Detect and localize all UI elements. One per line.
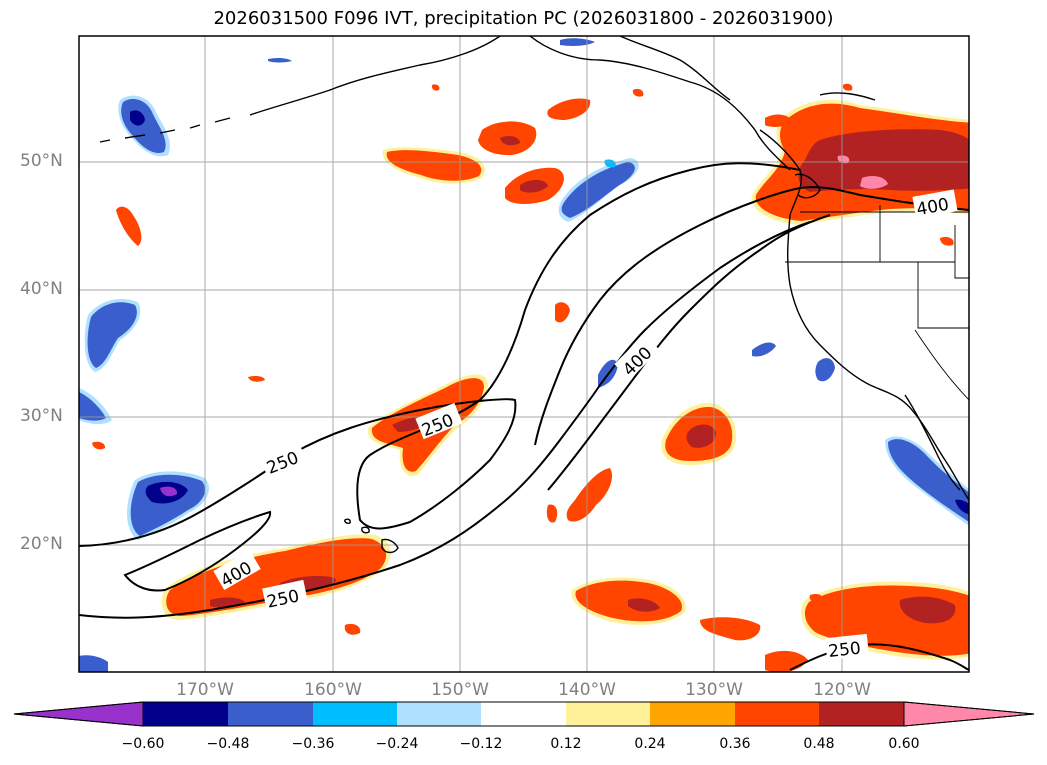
lon-label: 120°W <box>813 680 871 700</box>
positive-region <box>248 376 265 382</box>
lon-label: 150°W <box>431 680 489 700</box>
positive-region <box>116 206 142 246</box>
negative-region <box>560 38 595 46</box>
negative-region <box>268 57 292 63</box>
colorbar-tick-label: 0.12 <box>550 736 582 752</box>
colorbar-segment <box>481 702 566 726</box>
coastlines <box>99 36 969 554</box>
colorbar-tick-label: 0.36 <box>719 736 751 752</box>
colorbar-segment <box>397 702 481 726</box>
positive-region <box>842 83 853 91</box>
positive-region <box>628 598 660 612</box>
colorbar-segment <box>819 702 904 726</box>
colorbar-segment <box>143 702 228 726</box>
lat-label: 40°N <box>20 279 63 299</box>
ivt-contour-400-upper <box>534 186 969 446</box>
positive-region <box>546 504 558 523</box>
lon-label: 140°W <box>558 680 616 700</box>
colorbar-segment <box>735 702 819 726</box>
colorbar-tick-label: −0.24 <box>375 736 419 752</box>
positive-region <box>765 114 792 127</box>
positive-region <box>632 88 644 97</box>
negative-region <box>79 655 108 672</box>
precip-negative-regions <box>79 38 969 672</box>
positive-region <box>344 623 361 635</box>
contour-label: 250 <box>827 639 861 662</box>
positive-region <box>798 129 969 192</box>
positive-region <box>686 424 716 448</box>
map-frame <box>78 35 970 673</box>
ivt-contours <box>79 162 969 671</box>
negative-region <box>752 342 776 357</box>
negative-region <box>79 392 106 421</box>
lat-label: 20°N <box>20 534 63 554</box>
positive-region <box>555 302 570 323</box>
positive-region <box>520 179 548 193</box>
colorbar-outline <box>13 701 1035 727</box>
colorbar-segment <box>313 702 397 726</box>
positive-region <box>860 176 888 189</box>
colorbar-tick-label: 0.24 <box>634 736 666 752</box>
lat-label: 50°N <box>20 151 63 171</box>
positive-region <box>386 150 482 181</box>
positive-region <box>940 236 954 246</box>
lat-label: 30°N <box>20 406 63 426</box>
map-gridlines <box>79 36 969 672</box>
colorbar-segment <box>228 702 313 726</box>
negative-region <box>955 499 969 515</box>
positive-region <box>700 617 761 641</box>
colorbar-tick-label: 0.48 <box>803 736 835 752</box>
ivt-contour-250-se <box>789 643 969 671</box>
positive-region <box>431 84 440 91</box>
colorbar-tick-label: 0.60 <box>888 736 920 752</box>
negative-region <box>604 159 616 168</box>
figure-title: 2026031500 F096 IVT, precipitation PC (2… <box>213 8 834 29</box>
colorbar-extend-left <box>13 701 144 727</box>
negative-region <box>87 302 137 368</box>
colorbar-tick-label: −0.48 <box>206 736 250 752</box>
ivt-contour-400-right <box>547 214 831 491</box>
positive-region <box>899 596 956 624</box>
colorbar-segment <box>566 702 650 726</box>
colorbar-segment <box>650 702 735 726</box>
positive-region <box>500 135 520 146</box>
ivt-contour-400-lower <box>123 510 272 592</box>
negative-region <box>130 110 145 126</box>
positive-region <box>92 441 106 450</box>
positive-region <box>547 98 591 120</box>
negative-region <box>160 486 178 497</box>
lon-label: 170°W <box>176 680 234 700</box>
colorbar-tick-label: −0.36 <box>291 736 335 752</box>
colorbar-tick-label: −0.60 <box>121 736 165 752</box>
colorbar-extend-right <box>903 701 1035 727</box>
positive-region <box>166 538 387 616</box>
map-plot-area: 250 250 250 400 400 400 250 <box>79 36 969 672</box>
ivt-contour-250-lower <box>79 221 811 619</box>
positive-region <box>837 155 850 164</box>
positive-region <box>809 593 824 603</box>
lon-label: 130°W <box>685 680 743 700</box>
positive-region <box>566 468 613 522</box>
lon-label: 160°W <box>304 680 362 700</box>
colorbar-tick-label: −0.12 <box>459 736 503 752</box>
negative-region <box>815 358 835 382</box>
colorbar <box>13 701 1035 727</box>
negative-region <box>561 162 635 218</box>
negative-region <box>888 439 969 523</box>
